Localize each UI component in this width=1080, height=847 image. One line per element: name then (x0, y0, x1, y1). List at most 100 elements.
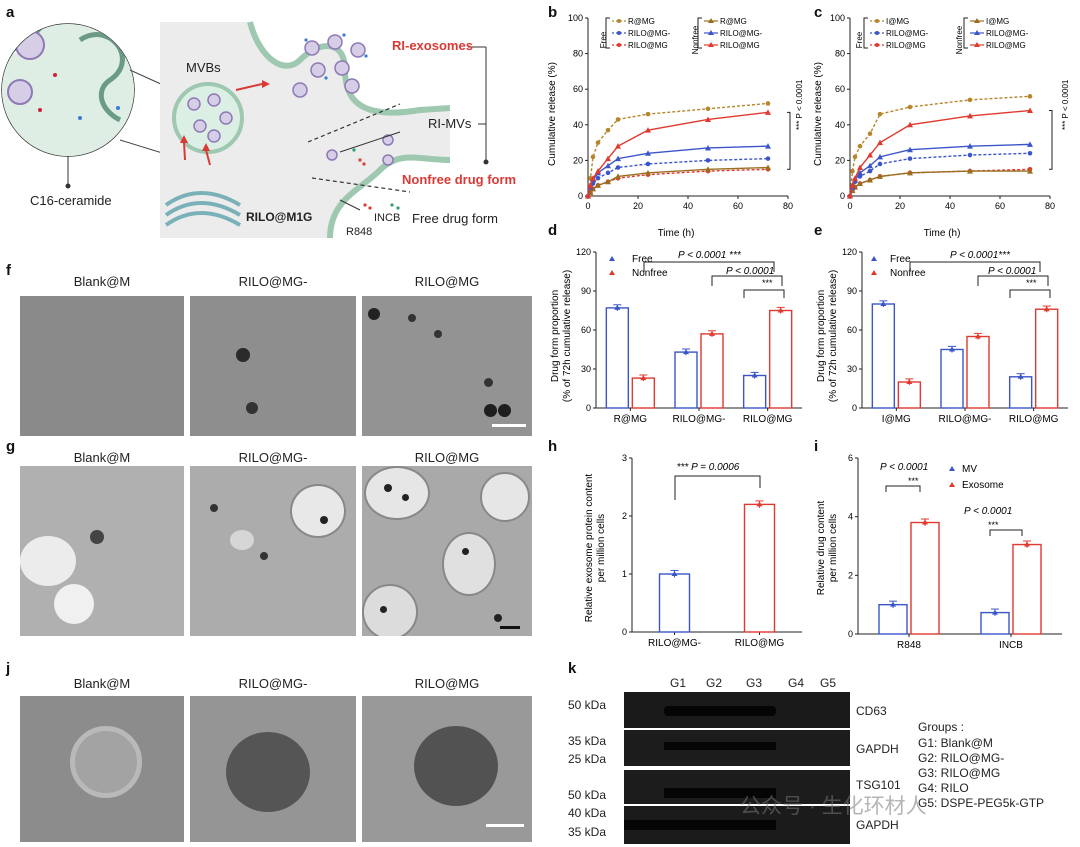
data-point (857, 169, 863, 176)
tem-image-j-rilo-mg (362, 696, 532, 842)
significance-bracket (711, 275, 783, 286)
y-tick-label: 2 (622, 511, 627, 521)
data-point (614, 304, 621, 310)
bar (871, 303, 896, 409)
lane-label-g3: G3 (746, 676, 763, 690)
bar-chart-i: Relative drug content per million cells … (816, 453, 1062, 651)
release-chart-b: Cumulative release (%) Time (h) Free Non… (548, 13, 804, 239)
y-tick-label: 100 (568, 13, 583, 23)
kda-marker-4: 50 kDa (568, 788, 607, 802)
bar (658, 573, 691, 633)
groups-title: Groups : (918, 720, 965, 734)
p-value-annotation: *** P < 0.0001 (795, 79, 804, 130)
group-legend-5: G5: DSPE-PEG5k-GTP (918, 796, 1045, 810)
tem-image-f-rilo-mg (362, 296, 532, 436)
legend-marker (949, 466, 955, 471)
panel-label-j: j (6, 660, 11, 677)
image-title-g2: RILO@MG- (238, 450, 308, 465)
tem-image-g-rilo-mg (362, 466, 532, 636)
band-label-gapdh-2: GAPDH (856, 818, 899, 832)
bar (1034, 308, 1059, 409)
x-category-label: RILO@MG- (673, 414, 726, 425)
data-point (595, 168, 601, 174)
x-category-label: RILO@MG (735, 638, 785, 649)
data-point (849, 182, 856, 188)
significance-bracket (787, 111, 791, 170)
data-point (867, 168, 873, 174)
free-drug-form-label: Free drug form (412, 211, 498, 226)
data-point (705, 116, 711, 122)
band-label-cd63: CD63 (856, 704, 887, 718)
legend-marker (609, 256, 615, 261)
data-point (645, 161, 651, 167)
p-annotation-2: P < 0.0001 (988, 266, 1036, 277)
y-tick-label: 80 (573, 49, 583, 59)
legend-marker (609, 270, 615, 275)
data-point (751, 372, 758, 378)
data-point (907, 146, 913, 153)
data-point (615, 143, 621, 149)
p-annotation-1: P < 0.0001 *** (678, 250, 742, 261)
y-tick-label: 90 (847, 286, 857, 296)
data-point (615, 117, 621, 122)
data-point (709, 330, 715, 336)
bar (1008, 376, 1033, 409)
data-point (877, 139, 883, 146)
band-label-tsg101: TSG101 (856, 778, 901, 792)
data-point (975, 333, 981, 339)
x-axis-label: Time (h) (924, 228, 961, 239)
image-title-j3: RILO@MG (414, 676, 480, 691)
exosome-cluster (292, 34, 366, 98)
data-point (777, 307, 784, 313)
data-point (867, 152, 873, 158)
legend-marker (617, 31, 621, 35)
data-point (1027, 141, 1033, 147)
legend-marker (974, 42, 980, 47)
bar (768, 309, 793, 409)
image-title-j2: RILO@MG- (238, 676, 308, 691)
data-point (857, 143, 863, 149)
data-point (1017, 373, 1024, 379)
bar (966, 335, 990, 409)
y-tick-label: 0 (852, 403, 857, 413)
x-category-label: I@MG (882, 414, 911, 425)
blot-gapdh-1 (624, 730, 850, 766)
data-point (756, 501, 763, 507)
legend-marker (949, 482, 955, 487)
legend-bracket (697, 17, 702, 49)
data-point (880, 301, 887, 306)
image-title-j1: Blank@M (73, 676, 131, 691)
data-point (1027, 107, 1033, 114)
y-tick-label: 0 (848, 629, 853, 639)
data-point (967, 97, 973, 103)
bar (674, 351, 698, 409)
p-annotation-1: P < 0.0001*** (950, 250, 1011, 261)
legend-free: Free (632, 254, 653, 265)
data-point (765, 101, 771, 106)
data-point (615, 165, 621, 170)
bar (1012, 543, 1042, 635)
legend-item-4: R@MG (720, 17, 747, 26)
panel-label-i: i (814, 438, 819, 455)
data-point (605, 127, 611, 133)
y-tick-label: 60 (581, 325, 591, 335)
data-point (907, 169, 913, 176)
p-annotation-2-stars: *** (988, 520, 999, 530)
bar (940, 348, 964, 409)
kda-marker-3: 25 kDa (568, 752, 607, 766)
tem-image-g-blank (20, 466, 184, 636)
bar-chart-d: Drug form proportion (% of 72h cumulativ… (550, 247, 802, 425)
data-point (967, 143, 973, 149)
lane-label-g5: G5 (820, 676, 837, 690)
data-point (1043, 306, 1050, 312)
bar (878, 603, 908, 635)
data-point (850, 168, 855, 174)
x-category-label: RILO@MG- (648, 638, 701, 649)
data-point (595, 175, 601, 181)
significance-bracket (743, 289, 785, 298)
ri-exosomes-label: RI-exosomes (392, 38, 473, 53)
scale-bar-g (500, 626, 520, 629)
data-point (605, 155, 611, 162)
data-point (857, 164, 863, 171)
data-point (705, 166, 711, 172)
